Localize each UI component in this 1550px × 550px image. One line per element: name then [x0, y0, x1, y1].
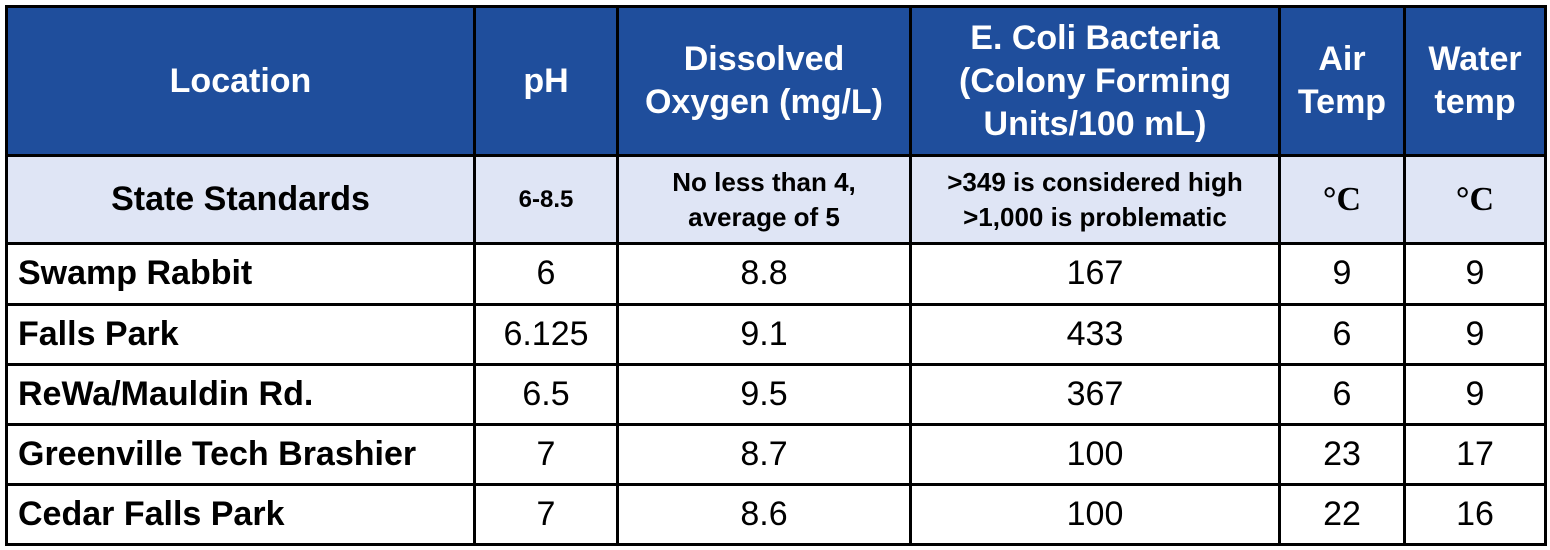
standards-ecoli: >349 is considered high >1,000 is proble… [909, 154, 1281, 246]
cell-ecoli: 100 [909, 482, 1281, 547]
cell-water-temp: 9 [1403, 302, 1547, 366]
cell-water-temp: 16 [1403, 482, 1547, 547]
cell-air-temp: 6 [1278, 362, 1406, 426]
header-row: Location pH Dissolved Oxygen (mg/L) E. C… [5, 4, 1547, 158]
cell-dissolved-oxygen: 9.1 [616, 302, 912, 366]
cell-air-temp: 23 [1278, 422, 1406, 486]
header-location: Location [5, 4, 476, 158]
cell-air-temp: 22 [1278, 482, 1406, 547]
header-ecoli-line1: E. Coli Bacteria [970, 18, 1220, 57]
standards-dissolved-oxygen: No less than 4, average of 5 [616, 154, 912, 246]
cell-location: Falls Park [5, 302, 476, 366]
cell-ph: 6 [473, 242, 619, 306]
table-row: ReWa/Mauldin Rd. 6.5 9.5 367 6 9 [5, 362, 1547, 426]
cell-location: Cedar Falls Park [5, 482, 476, 547]
header-dissolved-oxygen: Dissolved Oxygen (mg/L) [616, 4, 912, 158]
standards-ecoli-line1: >349 is considered high [947, 166, 1243, 197]
cell-air-temp: 9 [1278, 242, 1406, 306]
header-water-line1: Water [1428, 40, 1522, 79]
standards-do-line1: No less than 4, [672, 166, 856, 197]
header-ph: pH [473, 4, 619, 158]
cell-dissolved-oxygen: 8.8 [616, 242, 912, 306]
table-row: Cedar Falls Park 7 8.6 100 22 16 [5, 482, 1547, 547]
header-ecoli-line3: Units/100 mL) [983, 104, 1207, 143]
cell-dissolved-oxygen: 9.5 [616, 362, 912, 426]
header-water-temp: Water temp [1403, 4, 1547, 158]
standards-label: State Standards [5, 154, 476, 246]
header-air-temp: Air Temp [1278, 4, 1406, 158]
cell-location: Greenville Tech Brashier [5, 422, 476, 486]
standards-water-unit: °C [1403, 154, 1547, 246]
standards-row: State Standards 6-8.5 No less than 4, av… [5, 154, 1547, 246]
cell-water-temp: 9 [1403, 242, 1547, 306]
header-ecoli: E. Coli Bacteria (Colony Forming Units/1… [909, 4, 1281, 158]
water-quality-table: Location pH Dissolved Oxygen (mg/L) E. C… [5, 4, 1547, 547]
cell-ecoli: 367 [909, 362, 1281, 426]
header-air-line2: Temp [1297, 83, 1387, 122]
cell-location: Swamp Rabbit [5, 242, 476, 306]
cell-water-temp: 9 [1403, 362, 1547, 426]
cell-dissolved-oxygen: 8.6 [616, 482, 912, 547]
standards-ecoli-line2: >1,000 is problematic [963, 201, 1227, 232]
standards-do-line2: average of 5 [688, 201, 840, 232]
header-do-line1: Dissolved [683, 40, 845, 79]
header-do-line2: Oxygen (mg/L) [644, 83, 884, 122]
standards-air-unit: °C [1278, 154, 1406, 246]
cell-ecoli: 167 [909, 242, 1281, 306]
cell-ph: 6.125 [473, 302, 619, 366]
cell-dissolved-oxygen: 8.7 [616, 422, 912, 486]
cell-air-temp: 6 [1278, 302, 1406, 366]
cell-ecoli: 100 [909, 422, 1281, 486]
cell-ecoli: 433 [909, 302, 1281, 366]
cell-location: ReWa/Mauldin Rd. [5, 362, 476, 426]
cell-ph: 7 [473, 482, 619, 547]
cell-water-temp: 17 [1403, 422, 1547, 486]
header-ecoli-line2: (Colony Forming [959, 61, 1231, 100]
standards-ph: 6-8.5 [473, 154, 619, 246]
header-air-line1: Air [1318, 40, 1366, 79]
cell-ph: 7 [473, 422, 619, 486]
table-row: Swamp Rabbit 6 8.8 167 9 9 [5, 242, 1547, 306]
header-water-line2: temp [1434, 83, 1516, 122]
cell-ph: 6.5 [473, 362, 619, 426]
table-row: Greenville Tech Brashier 7 8.7 100 23 17 [5, 422, 1547, 486]
table-row: Falls Park 6.125 9.1 433 6 9 [5, 302, 1547, 366]
